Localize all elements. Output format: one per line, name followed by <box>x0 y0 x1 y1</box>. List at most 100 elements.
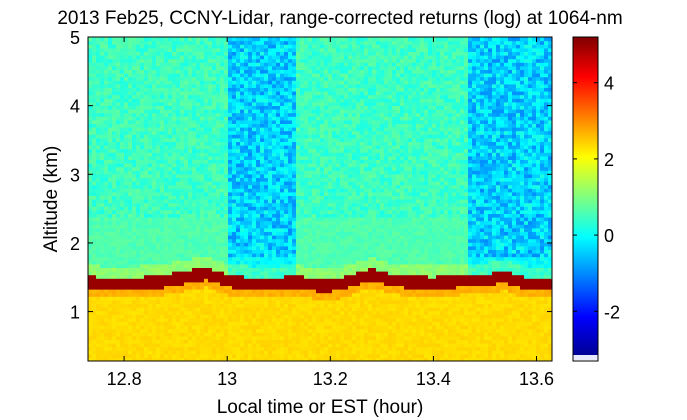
heatmap-cell <box>208 80 213 85</box>
heatmap-cell <box>232 213 237 218</box>
heatmap-cell <box>292 101 297 106</box>
heatmap-cell <box>160 217 165 222</box>
heatmap-cell <box>156 227 161 232</box>
heatmap-cell <box>156 307 161 312</box>
heatmap-cell <box>272 256 277 261</box>
heatmap-cell <box>152 170 157 175</box>
heatmap-cell <box>248 350 253 355</box>
heatmap-cell <box>224 170 229 175</box>
heatmap-cell <box>220 76 225 81</box>
heatmap-cell <box>156 145 161 150</box>
heatmap-cell <box>228 80 233 85</box>
heatmap-cell <box>156 343 161 348</box>
heatmap-cell <box>284 80 289 85</box>
heatmap-cell <box>244 105 249 110</box>
heatmap-cell <box>88 51 93 56</box>
heatmap-cell <box>200 76 205 81</box>
heatmap-cell <box>152 87 157 92</box>
heatmap-cell <box>244 263 249 268</box>
heatmap-cell <box>108 242 113 247</box>
heatmap-cell <box>224 73 229 78</box>
heatmap-cell <box>160 199 165 204</box>
heatmap-cell <box>220 310 225 315</box>
heatmap-cell <box>104 307 109 312</box>
heatmap-cell <box>240 202 245 207</box>
heatmap-cell <box>224 163 229 168</box>
heatmap-cell <box>288 62 293 67</box>
heatmap-cell <box>168 181 173 186</box>
heatmap-cell <box>92 220 97 225</box>
heatmap-cell <box>116 94 121 99</box>
heatmap-cell <box>116 137 121 142</box>
heatmap-cell <box>136 357 141 361</box>
heatmap-cell <box>244 116 249 121</box>
heatmap-cell <box>228 145 233 150</box>
heatmap-cell <box>212 335 217 340</box>
heatmap-cell <box>288 51 293 56</box>
heatmap-cell <box>244 170 249 175</box>
heatmap-cell <box>232 209 237 214</box>
heatmap-cell <box>176 285 181 290</box>
heatmap-cell <box>120 163 125 168</box>
heatmap-cell <box>140 350 145 355</box>
heatmap-cell <box>180 217 185 222</box>
heatmap-cell <box>212 199 217 204</box>
heatmap-cell <box>152 62 157 67</box>
heatmap-cell <box>136 101 141 106</box>
heatmap-cell <box>112 145 117 150</box>
heatmap-cell <box>152 220 157 225</box>
heatmap-cell <box>128 339 133 344</box>
heatmap-cell <box>228 116 233 121</box>
heatmap-cell <box>252 332 257 337</box>
heatmap-cell <box>164 238 169 243</box>
heatmap-cell <box>304 335 309 340</box>
heatmap-cell <box>104 44 109 49</box>
heatmap-cell <box>220 321 225 326</box>
heatmap-cell <box>296 281 301 286</box>
heatmap-cell <box>264 123 269 128</box>
heatmap-cell <box>292 278 297 283</box>
heatmap-cell <box>216 73 221 78</box>
heatmap-cell <box>196 310 201 315</box>
heatmap-cell <box>140 307 145 312</box>
heatmap-cell <box>252 206 257 211</box>
heatmap-cell <box>212 127 217 132</box>
heatmap-cell <box>292 296 297 301</box>
heatmap-cell <box>124 353 129 358</box>
heatmap-cell <box>236 177 241 182</box>
heatmap-cell <box>172 101 177 106</box>
heatmap-cell <box>148 47 153 52</box>
heatmap-cell <box>232 145 237 150</box>
heatmap-cell <box>224 127 229 132</box>
heatmap-cell <box>172 177 177 182</box>
heatmap-cell <box>100 101 105 106</box>
heatmap-cell <box>140 292 145 297</box>
heatmap-cell <box>188 227 193 232</box>
heatmap-cell <box>96 267 101 272</box>
heatmap-cell <box>300 346 305 351</box>
heatmap-cell <box>164 91 169 96</box>
heatmap-cell <box>112 249 117 254</box>
heatmap-cell <box>232 101 237 106</box>
heatmap-cell <box>124 310 129 315</box>
heatmap-cell <box>232 245 237 250</box>
heatmap-cell <box>200 109 205 114</box>
heatmap-cell <box>256 170 261 175</box>
heatmap-cell <box>132 130 137 135</box>
heatmap-cell <box>144 195 149 200</box>
heatmap-cell <box>304 281 309 286</box>
heatmap-cell <box>120 80 125 85</box>
heatmap-cell <box>236 195 241 200</box>
heatmap-cell <box>104 325 109 330</box>
heatmap-cell <box>296 263 301 268</box>
heatmap-cell <box>304 83 309 88</box>
heatmap-cell <box>240 109 245 114</box>
heatmap-cell <box>108 116 113 121</box>
heatmap-cell <box>120 141 125 146</box>
heatmap-cell <box>104 195 109 200</box>
heatmap-cell <box>112 314 117 319</box>
heatmap-cell <box>136 303 141 308</box>
heatmap-cell <box>304 285 309 290</box>
heatmap-cell <box>256 199 261 204</box>
heatmap-cell <box>244 317 249 322</box>
